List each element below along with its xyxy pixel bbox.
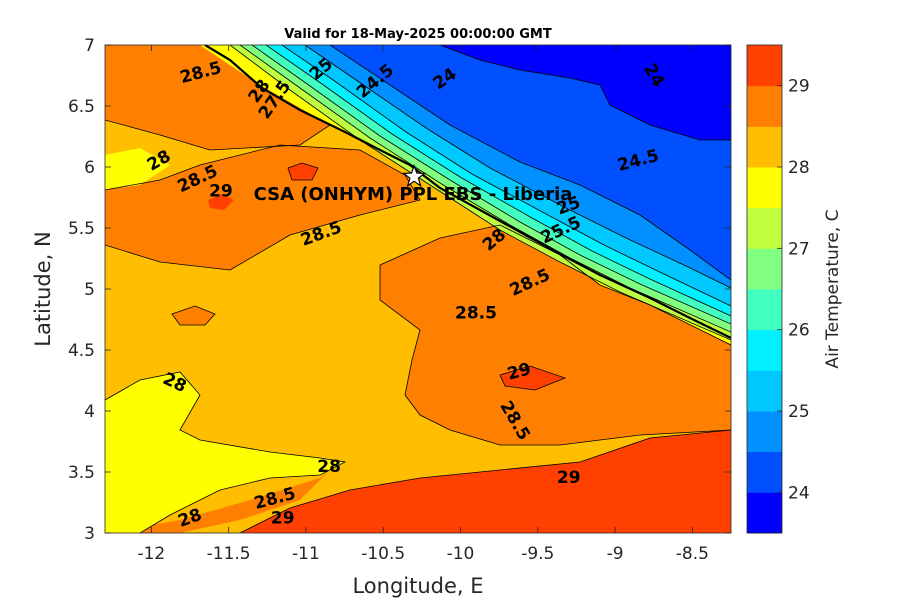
x-tick-label: -12 <box>137 544 165 564</box>
x-axis-ticks: -12 -11.5 -11 -10.5 -10 -9.5 -9 -8.5 <box>137 45 709 564</box>
contour-label: 29 <box>209 181 233 201</box>
y-tick-label: 6.5 <box>68 97 95 117</box>
temperature-field-29-29.5-patch-a <box>500 366 565 390</box>
colorbar-segment <box>747 329 782 371</box>
colorbar-segment <box>747 45 782 87</box>
temperature-field-28.5-29-central <box>380 225 731 445</box>
station-marker-group <box>402 164 427 188</box>
temperature-field-27.5-28-coast <box>200 45 731 345</box>
temperature-field-28.5-29-lowerleft <box>105 470 330 533</box>
temperature-field-28.5-29-west <box>105 145 420 270</box>
temperature-field-29-29.5-patch-c <box>208 194 234 210</box>
plot-title: Valid for 18-May-2025 00:00:00 GMT <box>284 27 552 42</box>
y-tick-label: 3 <box>84 524 95 544</box>
colorbar-tick-label: 29 <box>788 77 810 97</box>
y-tick-label: 4 <box>84 402 95 422</box>
contour-label: 29 <box>557 468 581 488</box>
colorbar-segment <box>747 411 782 453</box>
x-tick-label: -10.5 <box>361 544 405 564</box>
temperature-field-26-26.5-coast <box>252 45 731 324</box>
colorbar-segment <box>747 207 782 249</box>
temperature-field-23.5-24 <box>440 45 731 140</box>
colorbar-frame <box>746 44 783 534</box>
contour-label: 28.5 <box>455 303 497 323</box>
colorbar-label: Air Temperature, C <box>823 209 843 368</box>
colorbar-tick-label: 26 <box>788 321 810 341</box>
colorbar-segment <box>747 167 782 209</box>
coastline <box>204 45 731 339</box>
colorbar-segment <box>747 370 782 412</box>
temperature-field-29-29.5-southeast <box>240 430 731 533</box>
colorbar-tick-label: 25 <box>788 402 810 422</box>
x-tick-label: -9.5 <box>521 544 554 564</box>
y-tick-label: 5.5 <box>68 219 95 239</box>
colorbar: 24 25 26 27 28 29 <box>746 44 810 534</box>
colorbar-segment <box>747 85 782 127</box>
temperature-field-25-25.5-coast <box>282 45 731 306</box>
y-tick-label: 4.5 <box>68 341 95 361</box>
y-tick-label: 3.5 <box>68 463 95 483</box>
colorbar-tick-label: 27 <box>788 239 810 259</box>
y-tick-label: 5 <box>84 280 95 300</box>
x-tick-label: -11.5 <box>207 544 251 564</box>
x-tick-label: -10 <box>447 544 475 564</box>
station-star-icon <box>402 164 427 188</box>
y-axis-label: Latitude, N <box>31 231 55 347</box>
y-axis-ticks: 3 3.5 4 4.5 5 5.5 6 6.5 7 <box>68 36 731 544</box>
colorbar-segment <box>747 126 782 168</box>
x-tick-label: -8.5 <box>676 544 709 564</box>
colorbar-segment <box>747 492 782 534</box>
colorbar-tick-label: 24 <box>788 483 810 503</box>
x-tick-label: -11 <box>292 544 320 564</box>
x-tick-label: -9 <box>607 544 624 564</box>
temperature-field-26.5-27-coast <box>240 45 731 332</box>
y-tick-label: 7 <box>84 36 95 56</box>
temperature-field-28.5-29-northwest <box>105 45 330 150</box>
colorbar-segment <box>747 248 782 290</box>
colorbar-segment <box>747 289 782 331</box>
contour-lines <box>105 45 731 533</box>
temperature-field-29-29.5-patch-b <box>288 163 318 180</box>
contour-label: 28 <box>317 457 341 477</box>
temperature-field-25.5-26-coast <box>266 45 731 316</box>
temperature-field-27.5-28-southwest <box>105 372 345 533</box>
x-axis-label: Longitude, E <box>352 574 483 598</box>
colorbar-segment <box>747 451 782 493</box>
contour-label: 29 <box>271 508 295 528</box>
temperature-field-28.5-29-patch <box>172 306 215 325</box>
colorbar-tick-label: 28 <box>788 158 810 178</box>
temperature-field-27.5-28-west-coast <box>105 148 170 190</box>
y-tick-label: 6 <box>84 158 95 178</box>
station-label: CSA (ONHYM) PPL EBS - Liberia <box>254 184 573 205</box>
